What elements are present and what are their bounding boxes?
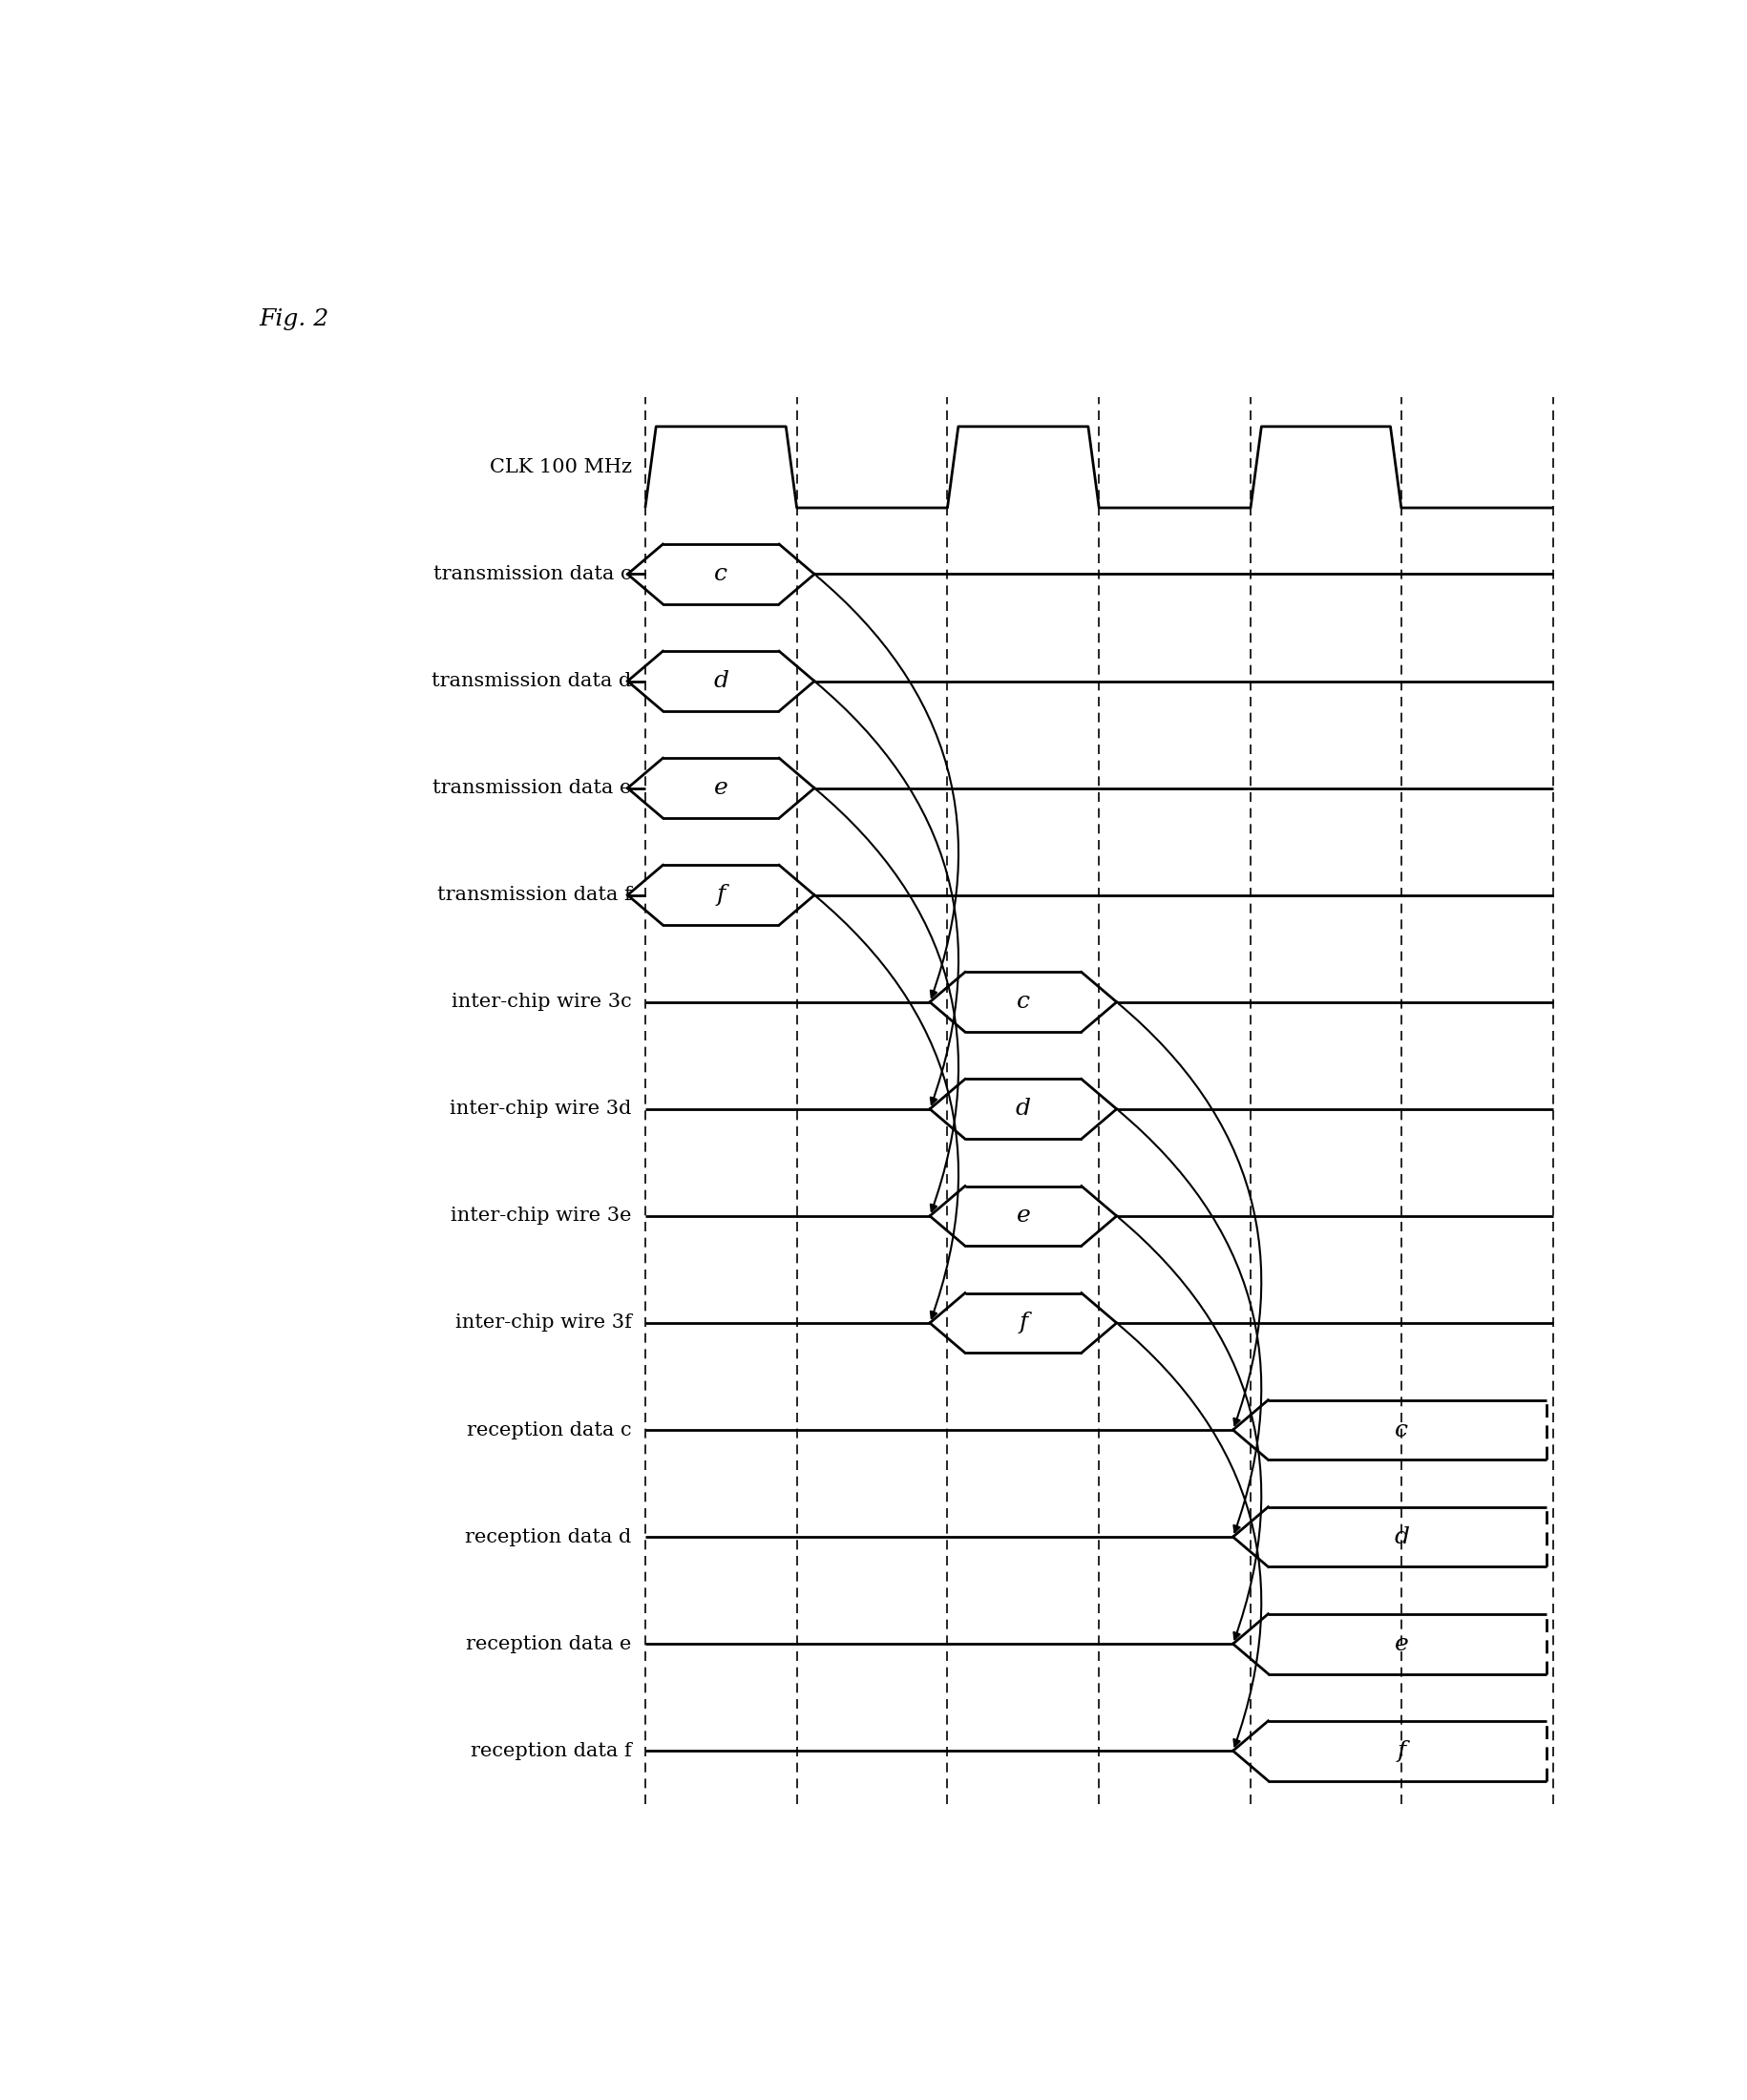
Text: e: e [1394,1634,1408,1655]
Text: inter-chip wire 3f: inter-chip wire 3f [454,1315,631,1331]
Text: Fig. 2: Fig. 2 [259,309,328,330]
Text: transmission data e: transmission data e [433,779,631,798]
Text: CLK 100 MHz: CLK 100 MHz [489,458,631,477]
Text: inter-chip wire 3d: inter-chip wire 3d [449,1100,631,1117]
Text: d: d [1015,1098,1031,1119]
Text: c: c [715,563,727,586]
Text: d: d [713,670,728,693]
Text: reception data e: reception data e [466,1634,631,1653]
Text: reception data f: reception data f [470,1741,631,1760]
Text: reception data c: reception data c [466,1422,631,1438]
Text: f: f [1396,1741,1405,1762]
Text: f: f [1019,1312,1027,1334]
Text: c: c [1394,1420,1408,1441]
Text: d: d [1394,1527,1408,1548]
Text: f: f [716,884,725,905]
Text: e: e [713,777,728,800]
Text: inter-chip wire 3c: inter-chip wire 3c [451,993,631,1010]
Text: e: e [1015,1205,1029,1226]
Text: transmission data c: transmission data c [433,565,631,584]
Text: transmission data f: transmission data f [437,886,631,905]
Text: c: c [1017,991,1029,1012]
Text: reception data d: reception data d [465,1529,631,1546]
Text: transmission data d: transmission data d [432,672,631,691]
Text: inter-chip wire 3e: inter-chip wire 3e [451,1208,631,1224]
